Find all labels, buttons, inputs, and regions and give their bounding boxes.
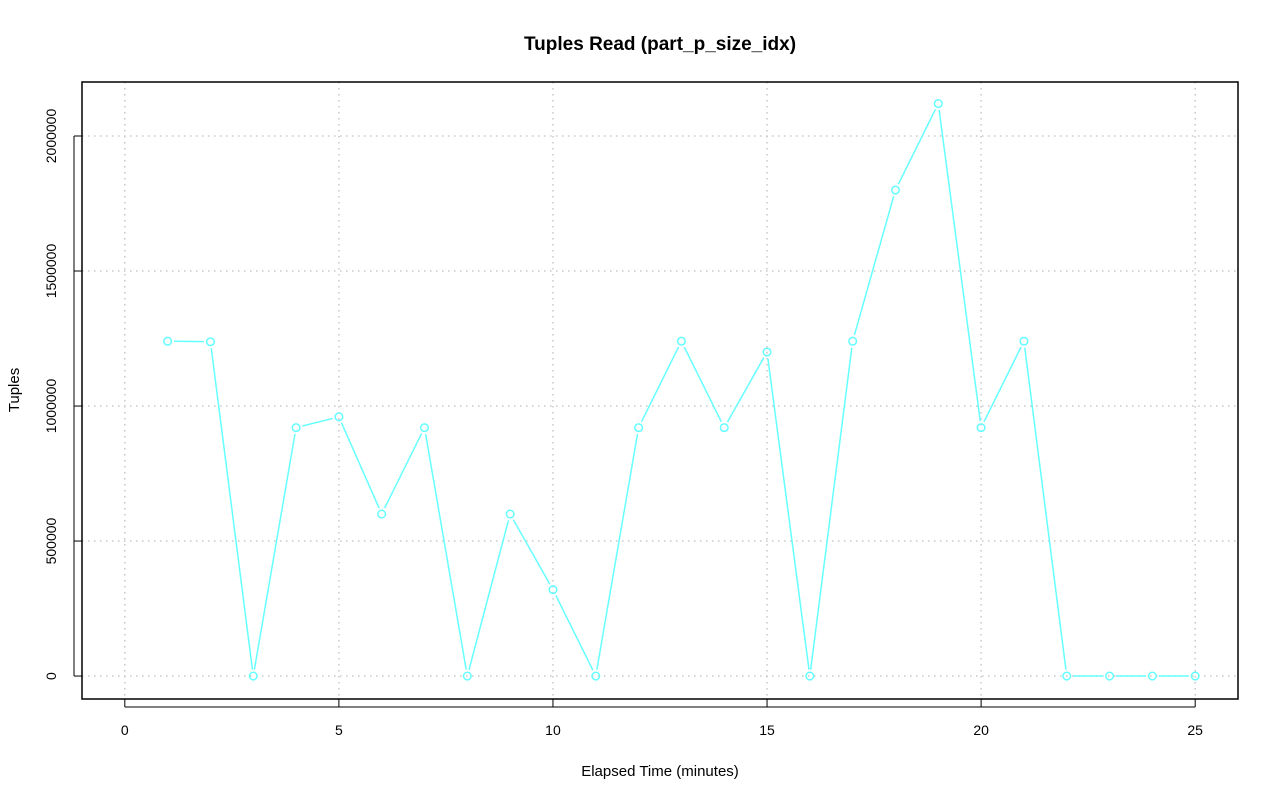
data-point xyxy=(1190,671,1200,681)
data-point xyxy=(890,185,901,195)
data-point xyxy=(848,336,858,346)
data-point xyxy=(676,336,686,346)
data-point xyxy=(719,423,729,433)
data-point xyxy=(1105,671,1115,681)
series-segment xyxy=(983,346,1022,423)
y-tick-label: 500000 xyxy=(43,517,59,564)
series-segment xyxy=(555,595,594,671)
data-point xyxy=(248,671,258,681)
x-axis: 0 5 10 15 20 25 xyxy=(121,699,1203,738)
data-point xyxy=(163,336,173,346)
series-segment xyxy=(767,358,810,670)
series-segment xyxy=(340,422,380,509)
data-point xyxy=(1062,671,1072,681)
data-point xyxy=(805,671,815,681)
x-tick-label: 25 xyxy=(1187,722,1203,738)
y-tick-label: 1500000 xyxy=(43,244,59,299)
series-segment xyxy=(809,347,853,670)
data-point xyxy=(1019,336,1029,346)
y-tick-label: 2000000 xyxy=(43,109,59,164)
data-point xyxy=(377,509,387,519)
series-segment xyxy=(596,433,639,670)
data-point xyxy=(976,423,986,433)
data-point xyxy=(634,423,644,433)
series-segment xyxy=(897,109,937,185)
series-segment xyxy=(210,348,254,670)
data-point xyxy=(933,99,943,109)
y-tick-label: 1000000 xyxy=(43,379,59,434)
chart-title: Tuples Read (part_p_size_idx) xyxy=(524,34,796,55)
series-segment xyxy=(302,417,333,427)
data-point xyxy=(291,423,301,433)
series-segment xyxy=(853,196,895,336)
data-point xyxy=(462,671,472,681)
x-tick-label: 15 xyxy=(759,722,775,738)
y-axis-label: Tuples xyxy=(6,368,23,412)
x-tick-label: 20 xyxy=(973,722,989,738)
data-point xyxy=(419,423,430,433)
series-segment xyxy=(383,433,423,509)
series-segment xyxy=(640,346,680,423)
data-point xyxy=(334,412,344,422)
data-point xyxy=(1147,671,1157,681)
series-segment xyxy=(938,109,982,422)
series-segment xyxy=(253,433,296,670)
data-point xyxy=(205,337,215,347)
series-segment xyxy=(683,346,723,423)
x-tick-label: 5 xyxy=(335,722,343,738)
y-axis: 0 500000 1000000 1500000 2000000 xyxy=(43,109,82,680)
data-point xyxy=(505,509,515,519)
grid xyxy=(82,82,1238,699)
x-tick-label: 10 xyxy=(545,722,561,738)
series-segment xyxy=(424,433,467,670)
series-segment xyxy=(468,520,510,670)
series-segment xyxy=(1024,347,1067,670)
data-series xyxy=(163,99,1200,681)
data-point xyxy=(762,347,772,357)
series-segment xyxy=(726,357,765,423)
x-axis-label: Elapsed Time (minutes) xyxy=(581,763,739,780)
series-segment xyxy=(512,519,551,585)
data-point xyxy=(591,671,601,681)
plot-frame xyxy=(81,81,1239,700)
data-point xyxy=(548,585,558,595)
y-tick-label: 0 xyxy=(43,672,59,680)
x-tick-label: 0 xyxy=(121,722,129,738)
